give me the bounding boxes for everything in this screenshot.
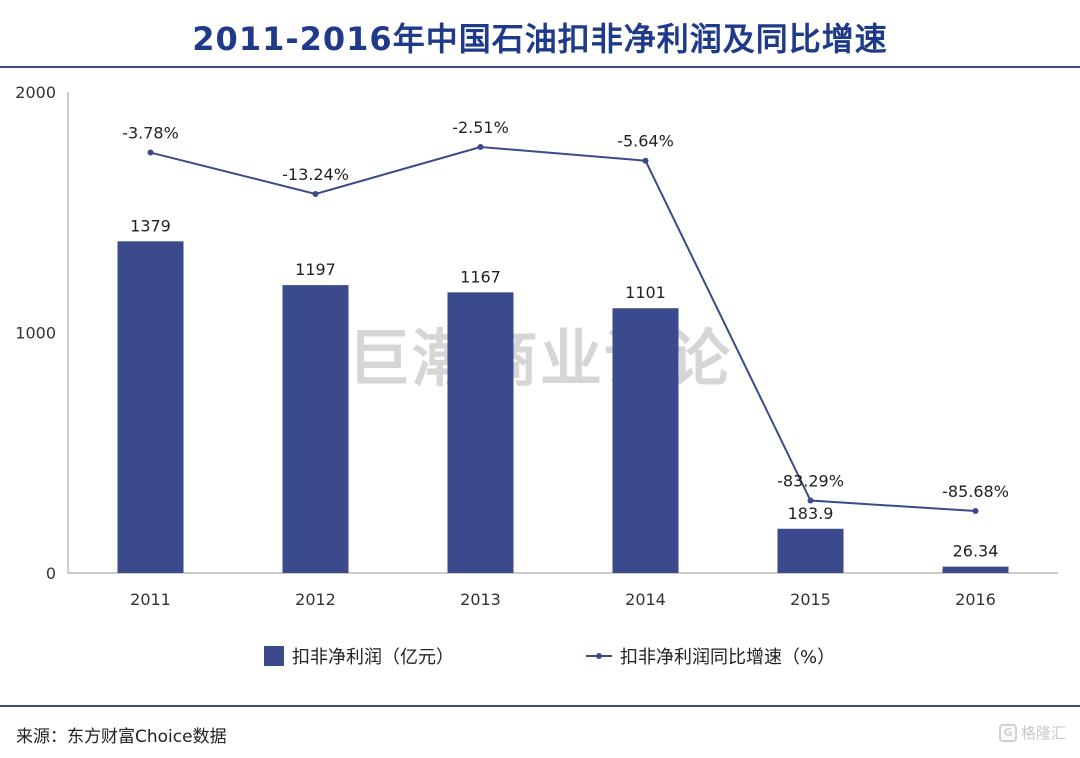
bar-2013 bbox=[447, 292, 514, 573]
growth-point-2011 bbox=[147, 149, 154, 156]
chart-title: 2011-2016年中国石油扣非净利润及同比增速 bbox=[192, 20, 888, 58]
chart-canvas: 巨潮商业评论0100020001379201111972012116720131… bbox=[15, 83, 1058, 668]
growth-data-label: -83.29% bbox=[777, 472, 844, 491]
legend-line-label: 扣非净利润同比增速（%） bbox=[620, 647, 835, 668]
x-tick-label: 2012 bbox=[295, 590, 336, 609]
growth-point-2014 bbox=[642, 157, 649, 164]
footer-divider bbox=[0, 705, 1080, 707]
bar-data-label: 1101 bbox=[625, 283, 666, 302]
x-tick-label: 2011 bbox=[130, 590, 171, 609]
source-note: 来源：东方财富Choice数据 bbox=[16, 727, 227, 747]
bar-data-label: 1197 bbox=[295, 260, 336, 279]
bar-2016 bbox=[942, 566, 1009, 573]
bar-2014 bbox=[612, 308, 679, 573]
logo-icon: G bbox=[998, 723, 1017, 742]
bar-2012 bbox=[282, 285, 349, 573]
bar-data-label: 183.9 bbox=[788, 504, 834, 523]
title-divider bbox=[0, 66, 1080, 68]
brand-logo: G 格隆汇 bbox=[998, 722, 1066, 743]
growth-line bbox=[150, 145, 976, 512]
x-tick-label: 2015 bbox=[790, 590, 831, 609]
legend-bar-label: 扣非净利润（亿元） bbox=[292, 647, 454, 668]
bar-2011 bbox=[117, 241, 184, 573]
growth-data-label: -13.24% bbox=[282, 165, 349, 184]
bar-data-label: 1167 bbox=[460, 267, 501, 286]
x-tick-label: 2016 bbox=[955, 590, 996, 609]
legend-line-marker bbox=[596, 653, 602, 659]
growth-point-2013 bbox=[477, 144, 484, 150]
x-tick-label: 2014 bbox=[625, 590, 666, 609]
growth-data-label: -5.64% bbox=[617, 132, 674, 151]
growth-data-label: -3.78% bbox=[122, 124, 179, 143]
bar-2015 bbox=[777, 528, 844, 573]
growth-point-2016 bbox=[972, 508, 979, 514]
bar-data-label: 1379 bbox=[130, 216, 171, 235]
growth-point-2015 bbox=[807, 497, 814, 504]
logo-text: 格隆汇 bbox=[1020, 724, 1066, 742]
y-tick-label: 1000 bbox=[15, 324, 56, 343]
y-tick-label: 2000 bbox=[15, 83, 56, 102]
growth-data-label: -85.68% bbox=[942, 482, 1009, 501]
legend-bar-swatch bbox=[264, 646, 284, 666]
growth-data-label: -2.51% bbox=[452, 118, 509, 137]
x-tick-label: 2013 bbox=[460, 590, 501, 609]
y-tick-label: 0 bbox=[46, 564, 56, 583]
growth-point-2012 bbox=[312, 190, 319, 197]
bar-data-label: 26.34 bbox=[953, 542, 999, 561]
